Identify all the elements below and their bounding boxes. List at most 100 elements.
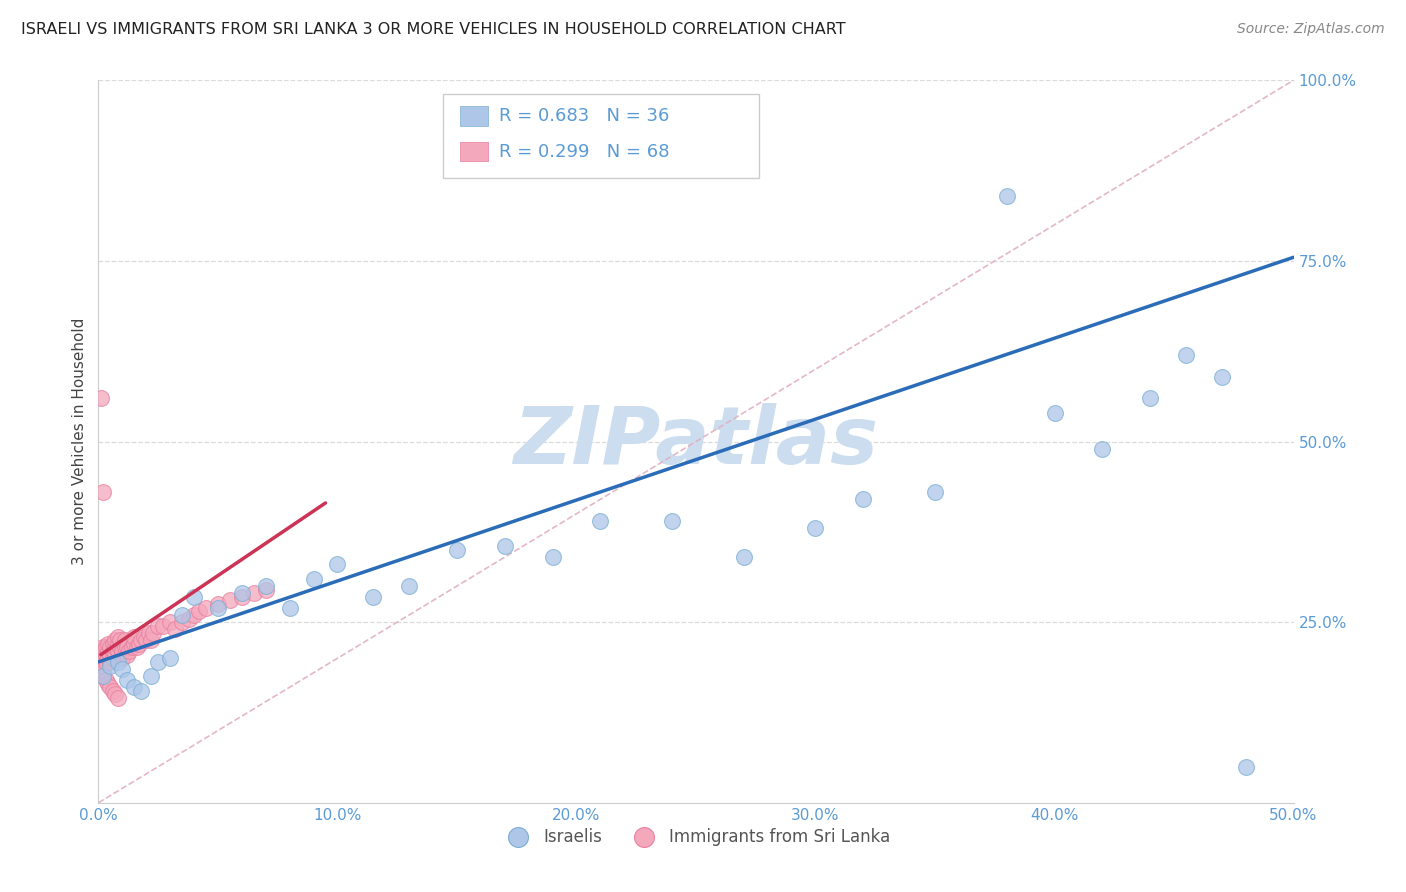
Point [278,600,301,615]
Point [94,655,117,669]
Text: Source: ZipAtlas.com: Source: ZipAtlas.com [1237,22,1385,37]
Point [302,572,325,586]
Point [138,626,160,640]
Point [115,673,138,687]
Point [115,640,138,655]
Point [139,669,162,683]
Point [90,662,112,676]
Point [107,691,129,706]
Point [90,655,112,669]
Point [254,582,277,597]
Point [108,640,131,655]
Point [1043,406,1066,420]
Point [132,630,155,644]
Point [107,655,129,669]
Point [179,611,201,625]
Point [163,623,186,637]
Point [125,640,148,655]
Point [207,600,229,615]
Point [254,579,277,593]
Point [101,637,124,651]
Point [494,539,516,553]
Point [148,619,170,633]
Text: R = 0.299   N = 68: R = 0.299 N = 68 [499,143,669,161]
Point [243,586,266,600]
Point [91,651,114,665]
Point [97,676,120,690]
Point [159,615,181,630]
Point [91,658,114,673]
Point [131,683,153,698]
Point [107,637,129,651]
Point [97,644,120,658]
Point [97,637,120,651]
Point [104,648,127,662]
Point [114,633,136,648]
Point [183,607,205,622]
Point [114,640,136,655]
Point [326,558,349,572]
Point [118,644,141,658]
Point [90,391,112,405]
Point [139,633,162,648]
Point [219,593,242,607]
Point [207,597,229,611]
Point [172,615,194,630]
Point [172,607,194,622]
Point [804,521,827,535]
Point [111,662,134,676]
Point [152,619,174,633]
Point [1211,369,1233,384]
Point [124,680,146,694]
Point [91,485,114,500]
Y-axis label: 3 or more Vehicles in Household: 3 or more Vehicles in Household [72,318,87,566]
Point [446,542,468,557]
Point [142,626,165,640]
Point [128,637,150,651]
Point [101,651,124,665]
Point [91,640,114,655]
Point [98,658,122,673]
Point [104,633,127,648]
Point [1175,348,1198,362]
Point [231,586,253,600]
Point [98,680,122,694]
Point [107,630,129,644]
Point [1091,442,1114,456]
Point [94,640,117,655]
Legend: Israelis, Immigrants from Sri Lanka: Israelis, Immigrants from Sri Lanka [495,821,897,852]
Point [104,640,127,655]
Point [97,651,120,665]
Point [183,590,205,604]
Point [148,655,170,669]
Point [101,644,124,658]
Point [924,485,946,500]
Point [115,648,138,662]
Point [91,669,114,683]
Point [111,644,134,658]
Point [541,550,564,565]
Point [104,687,127,701]
Point [733,550,755,565]
Point [107,644,129,658]
Point [995,189,1018,203]
Point [661,514,683,528]
Point [101,683,124,698]
Point [90,648,112,662]
Text: ZIPatlas: ZIPatlas [513,402,879,481]
Point [111,651,134,665]
Point [98,655,122,669]
Text: ISRAELI VS IMMIGRANTS FROM SRI LANKA 3 OR MORE VEHICLES IN HOUSEHOLD CORRELATION: ISRAELI VS IMMIGRANTS FROM SRI LANKA 3 O… [21,22,846,37]
Point [98,640,122,655]
Point [589,514,612,528]
Point [108,633,131,648]
Point [159,651,181,665]
Point [135,633,157,648]
Point [124,637,146,651]
Point [1139,391,1161,405]
Point [398,579,420,593]
Point [98,648,122,662]
Point [121,640,143,655]
Text: R = 0.683   N = 36: R = 0.683 N = 36 [499,107,669,125]
Point [363,590,385,604]
